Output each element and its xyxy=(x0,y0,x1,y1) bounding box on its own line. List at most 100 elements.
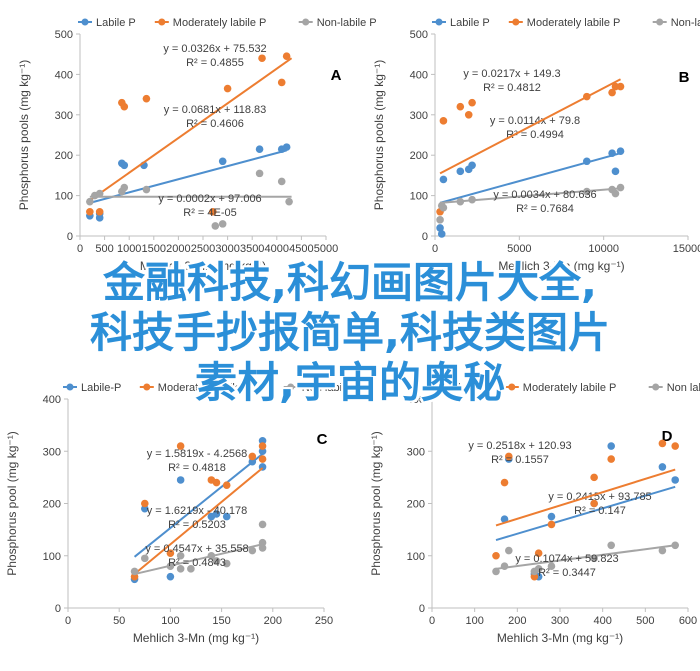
data-point xyxy=(590,554,598,563)
legend-label: Moderately labile P xyxy=(523,382,617,394)
data-point xyxy=(439,175,448,184)
data-point xyxy=(464,111,473,119)
trendline-r-squared: R² = 0.147 xyxy=(574,505,626,517)
x-tick-label: 3000 xyxy=(215,243,239,255)
y-axis-title: Phosphorus pool (mg kg⁻¹) xyxy=(369,431,383,575)
trendline xyxy=(133,453,264,558)
trendline-equation: y = 0.4547x + 35.558 xyxy=(145,543,248,555)
data-point xyxy=(166,549,175,557)
data-point xyxy=(436,224,444,232)
data-point xyxy=(671,442,679,450)
data-point xyxy=(590,473,598,482)
data-point xyxy=(439,117,448,125)
trendline-equation: y = 1.5819x - 4.2568 xyxy=(147,448,248,460)
x-tick-label: 400 xyxy=(593,615,611,627)
legend-swatch-dot xyxy=(287,383,295,391)
data-point xyxy=(547,562,556,570)
trendline-equation: y = 0.0217x + 149.3 xyxy=(463,68,560,80)
data-point xyxy=(607,455,615,463)
trendline-equation: y = 0.0681x + 118.83 xyxy=(164,104,267,116)
x-tick-label: 200 xyxy=(508,615,526,627)
x-tick-label: 2500 xyxy=(191,243,215,255)
x-axis-title: Mehlich 3-Mn (mg kg⁻¹) xyxy=(497,631,623,645)
data-point xyxy=(492,567,500,576)
data-point xyxy=(218,220,227,228)
chart-panel-c: 0 50 100 150 200 250 0 100 200 300 400 Mehlich 3-Mn… xyxy=(5,382,362,645)
data-point xyxy=(209,207,217,216)
legend-swatch-dot xyxy=(66,383,74,391)
data-point xyxy=(468,98,476,107)
data-point xyxy=(456,197,465,206)
data-point xyxy=(255,169,264,178)
data-point xyxy=(142,185,151,194)
data-point xyxy=(141,504,149,513)
data-point xyxy=(492,551,500,560)
data-point xyxy=(120,102,129,111)
data-point xyxy=(166,572,175,581)
y-tick-label: 0 xyxy=(55,603,61,615)
x-tick-label: 5000 xyxy=(314,243,338,255)
legend-label: Moderately labile-P xyxy=(158,382,252,394)
trendline xyxy=(133,467,264,575)
data-point xyxy=(547,512,556,521)
data-point xyxy=(223,84,232,93)
data-point xyxy=(658,439,667,448)
data-point xyxy=(258,442,267,450)
legend-label: Non-labile P xyxy=(671,17,700,29)
trendline-r-squared: R² = 0.7684 xyxy=(516,203,574,215)
x-tick-label: 5000 xyxy=(507,243,531,255)
trendline xyxy=(495,485,676,542)
data-point xyxy=(141,554,149,563)
trendline-equation: y = 0.2518x + 120.93 xyxy=(468,440,571,452)
data-point xyxy=(258,54,266,63)
x-tick-label: 250 xyxy=(315,615,333,627)
data-point xyxy=(258,447,267,456)
data-point xyxy=(616,147,625,155)
legend-swatch-dot xyxy=(652,383,660,391)
legend-label: Labile P xyxy=(446,382,486,394)
data-point xyxy=(500,515,509,523)
data-point xyxy=(436,216,444,224)
y-tick-label: 0 xyxy=(67,231,73,243)
y-axis-title: Phosphorus pool (mg kg⁻¹) xyxy=(5,431,19,575)
data-point xyxy=(166,562,175,570)
data-point xyxy=(456,167,465,176)
y-tick-label: 300 xyxy=(407,446,425,458)
trendline xyxy=(439,78,621,175)
trendline xyxy=(495,544,676,570)
data-point xyxy=(607,541,615,550)
trendline-equation: y = 0.0002x + 97.006 xyxy=(158,193,261,205)
data-point xyxy=(222,512,231,521)
x-tick-label: 3500 xyxy=(240,243,264,255)
data-point xyxy=(86,197,94,206)
trendline xyxy=(89,57,293,202)
legend-label: Non-labile P xyxy=(317,17,377,29)
x-tick-label: 500 xyxy=(636,615,654,627)
x-tick-label: 150 xyxy=(212,615,230,627)
data-point xyxy=(212,510,221,518)
legend-swatch-dot xyxy=(431,383,439,391)
chart-panel-d: 0 100 200 300 400 500 600 0 100 200 300 400 Mehlich … xyxy=(369,382,700,645)
data-point xyxy=(255,145,264,153)
data-point xyxy=(141,499,149,508)
legend-label: Labile P xyxy=(96,17,136,29)
data-point xyxy=(583,157,591,166)
legend-swatch-dot xyxy=(302,18,310,26)
data-point xyxy=(285,197,293,206)
x-axis-title: Mehlich 3-Mn (mg kg⁻¹) xyxy=(140,259,266,273)
legend-swatch-dot xyxy=(512,18,520,26)
data-point xyxy=(277,177,286,186)
x-tick-label: 600 xyxy=(679,615,697,627)
x-tick-label: 50 xyxy=(113,615,125,627)
data-point xyxy=(176,442,185,450)
data-point xyxy=(258,520,267,529)
data-point xyxy=(222,559,231,568)
data-point xyxy=(212,557,221,565)
data-point xyxy=(212,478,221,487)
x-tick-label: 4500 xyxy=(289,243,313,255)
y-tick-label: 100 xyxy=(43,551,61,563)
y-tick-label: 200 xyxy=(407,499,425,511)
data-point xyxy=(616,82,625,91)
data-point xyxy=(258,544,267,552)
